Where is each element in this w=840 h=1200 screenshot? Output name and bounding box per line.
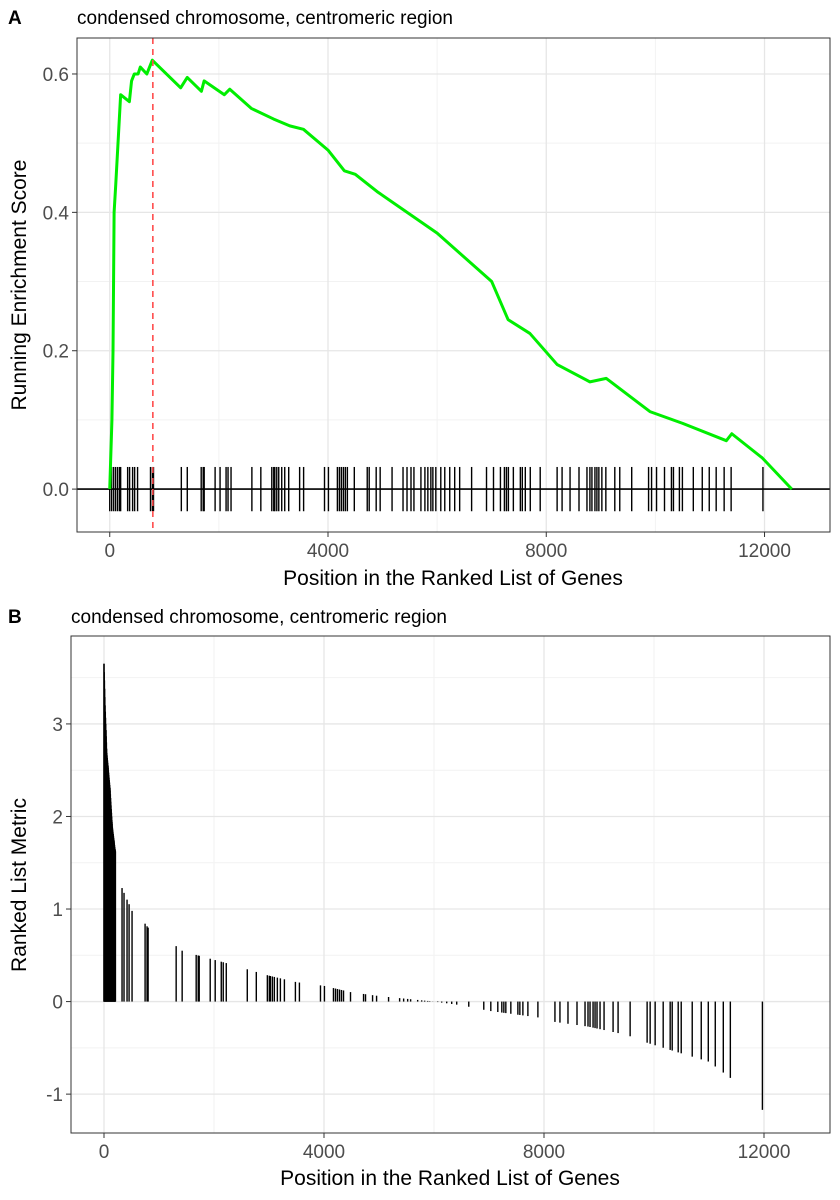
- y-tick-label: 1: [52, 900, 63, 921]
- x-tick-label: 8000: [523, 1142, 565, 1163]
- y-tick-label: -1: [46, 1085, 63, 1106]
- panel-b-y-axis-title: Ranked List Metric: [8, 798, 31, 972]
- panel-a-border: [76, 37, 831, 533]
- running-enrichment-score-line: [108, 58, 793, 491]
- panel-b-metric-bars: [103, 663, 764, 1110]
- x-tick-label: 8000: [525, 541, 567, 562]
- panel-b: B condensed chromosome, centromeric regi…: [8, 607, 831, 1190]
- y-tick-label: 3: [52, 715, 63, 736]
- panel-b-title: condensed chromosome, centromeric region: [71, 607, 447, 628]
- panel-b-x-axis-title: Position in the Ranked List of Genes: [280, 1167, 620, 1190]
- panel-a-hit-ticks: [77, 466, 830, 512]
- panel-a: A condensed chromosome, centromeric regi…: [8, 8, 831, 590]
- panel-a-plot-area: [77, 38, 830, 532]
- panel-a-tag: A: [8, 8, 22, 29]
- x-tick-label: 0: [104, 541, 115, 562]
- y-tick-label: 0.6: [43, 65, 69, 86]
- panel-a-x-axis-title: Position in the Ranked List of Genes: [283, 567, 623, 590]
- y-tick-label: 0: [52, 993, 63, 1014]
- x-tick-label: 12000: [738, 1142, 791, 1163]
- x-tick-label: 0: [99, 1142, 110, 1163]
- x-tick-label: 4000: [307, 541, 349, 562]
- y-tick-label: 0.2: [43, 342, 69, 363]
- x-tick-label: 4000: [303, 1142, 345, 1163]
- y-tick-label: 0.4: [43, 203, 70, 224]
- y-tick-label: 2: [52, 807, 63, 828]
- panel-b-plot-area: [71, 636, 830, 1133]
- y-tick-label: 0.0: [43, 480, 69, 501]
- panel-b-border: [70, 635, 831, 1134]
- panel-a-y-axis-title: Running Enrichment Score: [8, 160, 31, 411]
- x-tick-label: 12000: [738, 541, 791, 562]
- panel-a-title: condensed chromosome, centromeric region: [77, 8, 453, 29]
- panel-b-tag: B: [8, 607, 22, 628]
